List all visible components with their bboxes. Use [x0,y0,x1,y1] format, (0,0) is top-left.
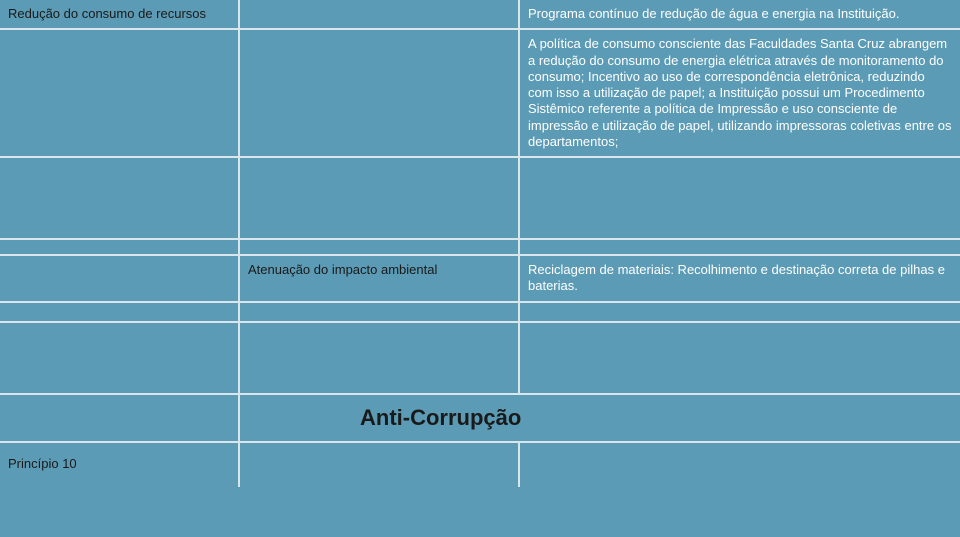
cell-r1-c3: Programa contínuo de redução de água e e… [520,0,960,28]
spacer-row [0,323,960,395]
cell-r3-c1 [0,256,240,301]
section-heading: Anti-Corrupção [240,395,960,441]
cell-r1-c1: Redução do consumo de recursos [0,0,240,28]
heading-row: Anti-Corrupção [0,395,960,443]
table-row: A política de consumo consciente das Fac… [0,30,960,158]
cell-r2-c3: A política de consumo consciente das Fac… [520,30,960,156]
cell-r2-c1 [0,30,240,156]
spacer-cell [0,240,240,254]
table-row: Redução do consumo de recursos Programa … [0,0,960,30]
spacer-row [0,303,960,323]
cell-r2-c2 [240,30,520,156]
cell-r1-c2 [240,0,520,28]
spacer-cell [520,323,960,393]
spacer-cell [240,303,520,321]
principle-label: Princípio 10 [0,443,240,487]
spacer-row [0,158,960,240]
spacer-row [0,240,960,256]
spacer-cell [520,240,960,254]
spacer-cell [240,240,520,254]
cell-r3-c2: Atenuação do impacto ambiental [240,256,520,301]
spacer-cell [0,323,240,393]
cell-r3-c3: Reciclagem de materiais: Recolhimento e … [520,256,960,301]
cell-bottom-c3 [520,443,960,487]
spacer-cell [240,158,520,238]
spacer-cell [0,303,240,321]
spacer-cell [520,158,960,238]
table-row: Princípio 10 [0,443,960,487]
table-row: Atenuação do impacto ambiental Reciclage… [0,256,960,303]
cell-heading-c1 [0,395,240,441]
spacer-cell [240,323,520,393]
spacer-cell [520,303,960,321]
spacer-cell [0,158,240,238]
cell-bottom-c2 [240,443,520,487]
